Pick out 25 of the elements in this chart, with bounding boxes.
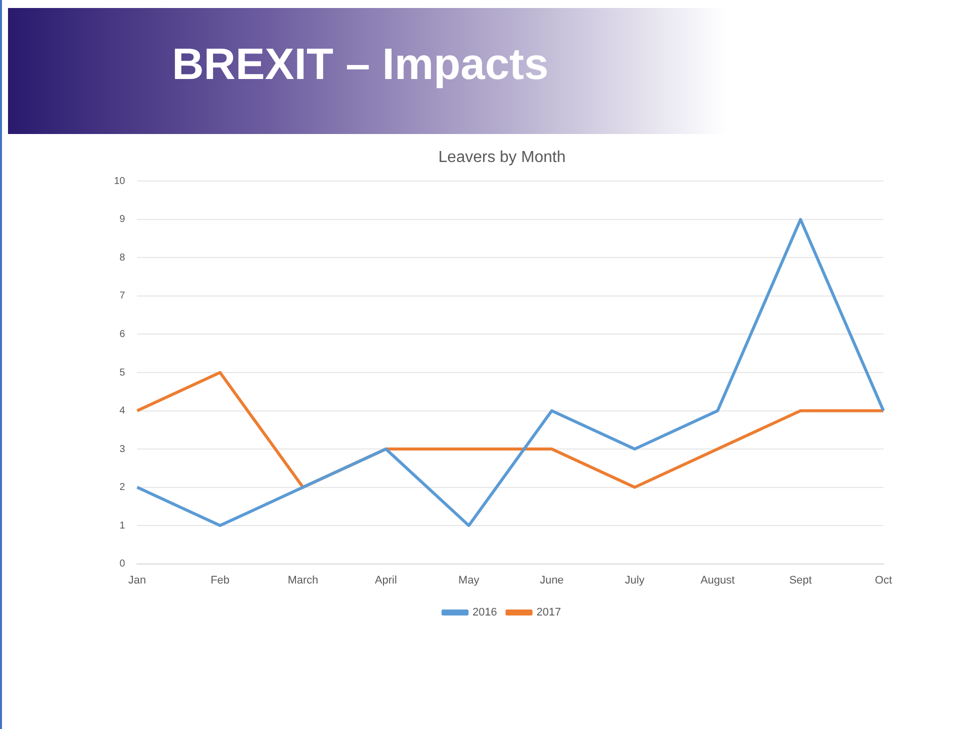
y-tick-label: 8 (120, 252, 126, 264)
legend-label: 2016 (472, 606, 498, 619)
x-tick-label: Feb (210, 574, 230, 586)
y-tick-label: 4 (120, 406, 126, 417)
y-tick-label: 3 (120, 444, 126, 455)
y-tick-label: 7 (120, 290, 126, 302)
x-tick-label: August (700, 574, 735, 586)
y-tick-label: 1 (120, 520, 126, 532)
y-tick-label: 10 (114, 176, 126, 187)
x-tick-label: May (458, 574, 480, 586)
legend-label: 2017 (536, 606, 561, 619)
chart-title: BREXIT – Impacts (172, 40, 549, 90)
y-tick-label: 0 (120, 558, 126, 570)
x-tick-label: March (288, 574, 318, 586)
y-tick-label: 5 (120, 367, 126, 378)
x-tick-label: Sept (789, 574, 812, 586)
x-tick-label: April (374, 574, 397, 586)
x-tick-label: Oct (874, 574, 892, 586)
y-tick-label: 6 (120, 328, 126, 340)
y-tick-label: 2 (120, 482, 126, 494)
x-tick-label: June (540, 574, 564, 586)
x-tick-label: July (624, 574, 645, 586)
y-tick-label: 9 (120, 214, 126, 226)
chart-subtitle: Leavers by Month (438, 149, 566, 166)
x-tick-label: Jan (128, 574, 146, 586)
